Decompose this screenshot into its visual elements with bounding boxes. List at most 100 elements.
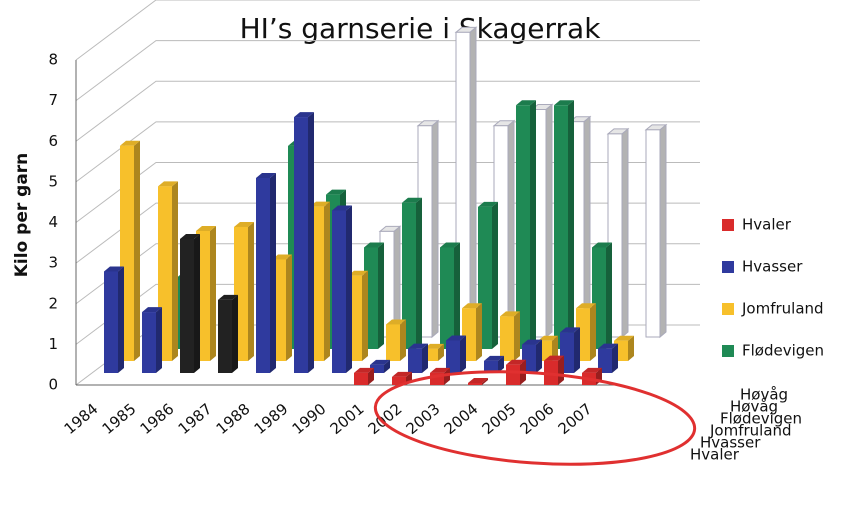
- x-tick-label: 2006: [517, 400, 558, 438]
- bar-side: [574, 327, 580, 373]
- bar-top: [522, 339, 542, 345]
- plot: 0123456781984198519861987198819891990200…: [48, 0, 824, 464]
- bar: [506, 364, 520, 385]
- bar: [392, 376, 406, 385]
- legend-swatch: [722, 345, 734, 357]
- bar: [386, 324, 400, 361]
- depth-label: Hvasser: [700, 434, 761, 452]
- bar-side: [444, 367, 450, 385]
- bar-top: [538, 335, 558, 341]
- bar-side: [378, 242, 384, 349]
- bar-side: [498, 355, 504, 373]
- bar-side: [590, 303, 596, 361]
- bar-side: [545, 103, 553, 339]
- bar: [142, 312, 156, 373]
- bar-side: [194, 233, 200, 373]
- legend-swatch: [722, 219, 734, 231]
- bar-top: [234, 221, 254, 227]
- bar-top: [560, 327, 580, 333]
- bar-top: [180, 233, 200, 239]
- bar-top: [446, 335, 466, 341]
- bar: [500, 316, 514, 361]
- bar-top: [484, 355, 504, 361]
- bar-side: [172, 181, 178, 361]
- y-tick-label: 6: [48, 132, 58, 150]
- bar: [446, 340, 460, 373]
- grid-line: [75, 0, 700, 61]
- bar-side: [659, 123, 667, 339]
- bar-top: [506, 359, 526, 365]
- bar: [408, 348, 422, 373]
- bar-top: [272, 254, 292, 260]
- highlight-ellipse: [373, 370, 697, 466]
- x-tick-label: 2004: [441, 400, 482, 438]
- bar-top: [430, 367, 450, 373]
- bar-side: [416, 197, 422, 349]
- depth-label: Høvåg: [740, 386, 788, 404]
- bar-side: [514, 311, 520, 361]
- bar-side: [210, 226, 216, 361]
- grid-line: [75, 40, 700, 102]
- bar-top: [440, 242, 460, 248]
- bar-side: [606, 242, 612, 349]
- bar-top: [196, 226, 216, 231]
- bar-side: [232, 294, 238, 373]
- legend-label: Jomfruland: [741, 300, 824, 318]
- bar-top: [500, 311, 520, 317]
- bar-top: [582, 367, 602, 373]
- bar: [440, 247, 454, 349]
- bar-side: [248, 221, 254, 361]
- bar: [516, 105, 530, 349]
- y-tick-label: 2: [48, 294, 58, 312]
- bar-top: [310, 201, 330, 207]
- bar: [370, 364, 384, 373]
- bar-side: [346, 205, 352, 373]
- x-tick-label: 1990: [289, 400, 330, 438]
- bar-top: [592, 242, 612, 248]
- bar: [554, 105, 568, 349]
- x-tick-label: 1989: [251, 400, 292, 438]
- bar-top: [424, 343, 444, 349]
- legend-swatch: [722, 261, 734, 273]
- y-tick-label: 0: [48, 376, 58, 394]
- bar-top: [256, 173, 276, 178]
- legend-label: Hvaler: [742, 216, 792, 234]
- bar-top: [598, 343, 618, 349]
- y-tick-label: 3: [48, 254, 58, 272]
- x-tick-label: 1985: [99, 400, 140, 438]
- bar-side: [362, 270, 368, 361]
- bar-top: [218, 294, 238, 300]
- bar-top: [402, 197, 422, 203]
- bar-top: [332, 205, 352, 211]
- bar-top: [544, 355, 564, 361]
- bar-side: [324, 201, 330, 361]
- x-tick-label: 1986: [137, 400, 178, 438]
- bar-side: [482, 377, 488, 385]
- depth-label: Jomfruland: [709, 422, 792, 440]
- chart-title: HI’s garnserie i Skagerrak: [240, 12, 602, 45]
- x-tick-label: 1988: [213, 400, 254, 438]
- bar-side: [628, 335, 634, 361]
- bar-top: [354, 367, 374, 373]
- bar: [484, 360, 498, 373]
- bar-side: [530, 100, 536, 349]
- bar-top: [478, 201, 498, 207]
- y-tick-label: 1: [48, 335, 58, 353]
- y-axis-label: Kilo per garn: [12, 153, 32, 278]
- bar-side: [536, 339, 542, 373]
- bar-side: [270, 173, 276, 373]
- bar-side: [469, 26, 477, 339]
- bar: [354, 372, 368, 385]
- bar: [402, 202, 416, 349]
- y-tick-label: 5: [48, 172, 58, 190]
- bar: [180, 238, 194, 373]
- depth-label: Høvåg: [730, 398, 778, 416]
- x-tick-label: 2003: [403, 400, 444, 438]
- bar-side: [368, 367, 374, 385]
- legend-swatch: [722, 303, 734, 315]
- legend-label: Flødevigen: [742, 342, 824, 360]
- bar: [256, 178, 270, 373]
- bar-top: [120, 140, 140, 146]
- bar-top: [576, 303, 596, 309]
